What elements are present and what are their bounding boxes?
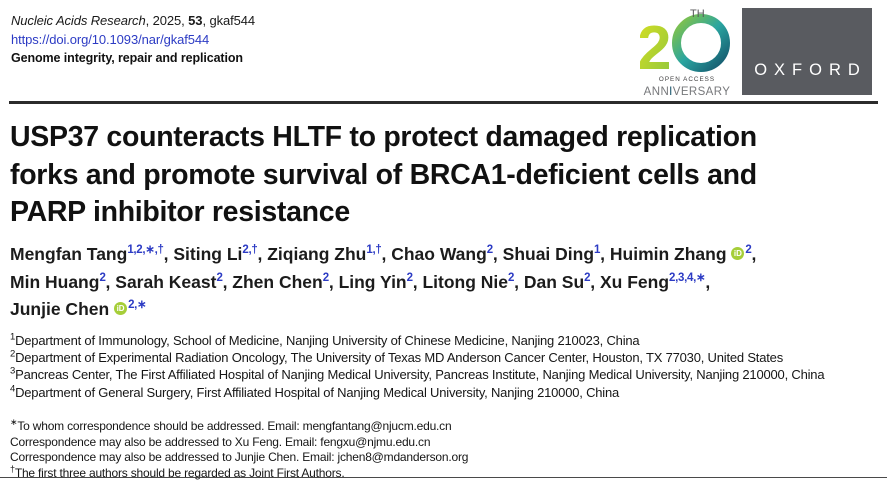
correspondence-line: Correspondence may also be addressed to … [10, 450, 469, 465]
author-affiliation-superscript: 2 [584, 271, 591, 284]
author-affiliation-superscript: 1 [594, 244, 601, 257]
author: Sarah Keast2, [115, 271, 233, 292]
title-line: USP37 counteracts HLTF to protect damage… [10, 121, 757, 153]
correspondence-line: †The first three authors should be regar… [10, 463, 345, 480]
header-rule [9, 101, 878, 104]
author: Chao Wang2, [391, 244, 503, 264]
author: Ziqiang Zhu1,†, [267, 244, 392, 264]
author-affiliation-superscript: 2,3,4,∗ [669, 271, 706, 284]
author-affiliation-superscript: 2 [486, 244, 493, 257]
citation-part: , gkaf544 [202, 13, 256, 28]
affiliation-marker: 4 [10, 383, 16, 395]
author: Zhen Chen2, [232, 271, 339, 292]
author: Huimin Zhang iD 2, [609, 244, 757, 264]
affiliation-line: 2Department of Experimental Radiation On… [10, 348, 783, 366]
correspondence-line: Correspondence may also be addressed to … [10, 434, 431, 449]
citation-line: Nucleic Acids Research, 2025, 53, gkaf54… [11, 12, 255, 31]
author: Xu Feng2,3,4,∗, [600, 271, 711, 292]
author-name: Xu Feng [600, 271, 670, 292]
author-affiliation-superscript: 2 [99, 271, 106, 284]
author-affiliation-superscript: 2,∗ [128, 299, 147, 312]
title-line: forks and promote survival of BRCA1-defi… [10, 158, 757, 191]
logo-zero-ring [672, 14, 730, 72]
correspondence-notes: ∗To whom correspondence should be addres… [10, 417, 872, 480]
author-affiliation-superscript: 2 [406, 271, 413, 284]
subject-category: Genome integrity, repair and replication [11, 51, 243, 65]
oxford-logo-text: OXFORD [754, 61, 867, 79]
anniversary-label: ANNIVERSARY [644, 86, 731, 98]
author-name: Siting Li [173, 244, 243, 264]
affiliation-line: 4Department of General Surgery, First Af… [10, 383, 620, 400]
author: Siting Li2,†, [173, 244, 268, 264]
author: Ling Yin2, [338, 271, 423, 292]
affiliation-marker: 1 [10, 331, 16, 343]
orcid-icon[interactable]: iD [731, 247, 745, 260]
author-name: Litong Nie [422, 271, 509, 292]
logo-digit-2: 2 [640, 14, 671, 83]
masthead: Nucleic Acids Research, 2025, 53, gkaf54… [11, 12, 255, 68]
citation-part: Nucleic Acids Research [11, 13, 146, 28]
author-name: Ling Yin [338, 271, 407, 292]
author-affiliation-superscript: 2,† [242, 244, 258, 257]
correspondence-line: ∗To whom correspondence should be addres… [10, 417, 452, 434]
logo-th-label: TH [690, 8, 705, 20]
author-name: Mengfan Tang [10, 244, 128, 264]
affiliation-marker: 2 [10, 348, 16, 360]
author-name: Zhen Chen [232, 271, 323, 292]
affiliation-line: 3Pancreas Center, The First Affiliated H… [10, 366, 825, 383]
author-name: Sarah Keast [115, 271, 217, 292]
section-divider [0, 477, 887, 478]
affiliation-line: 1Department of Immunology, School of Med… [10, 331, 640, 348]
author-affiliation-superscript: 1,† [366, 244, 382, 257]
correspondence-marker: † [10, 463, 15, 474]
oxford-logo: OXFORD [742, 8, 872, 95]
author-affiliation-superscript: 2 [322, 271, 329, 284]
author: Junjie Chen iD 2,∗ [10, 299, 147, 319]
anniversary-20-logo: 2 TH OPEN ACCESS ANNIVERSARY [637, 5, 734, 99]
correspondence-marker: ∗ [10, 417, 18, 427]
citation-part: , 2025, [145, 13, 189, 28]
author-affiliation-superscript: 2 [216, 271, 223, 284]
author-list: Mengfan Tang1,2,∗,†, Siting Li2,†, Ziqia… [10, 241, 870, 324]
doi-link[interactable]: https://doi.org/10.1093/nar/gkaf544 [11, 31, 210, 47]
orcid-icon[interactable]: iD [114, 302, 128, 315]
title-line: PARP inhibitor resistance [10, 196, 350, 228]
author: Litong Nie2, [422, 271, 524, 292]
anniversary-20-logo-svg: 2 TH OPEN ACCESS ANNIVERSARY [637, 8, 731, 98]
author-name: Ziqiang Zhu [267, 244, 367, 264]
author-affiliation-superscript: 2 [745, 244, 752, 257]
author-name: Shuai Ding [502, 244, 595, 264]
author-name: Min Huang [10, 271, 100, 292]
author: Dan Su2, [523, 271, 600, 292]
author-name: Huimin Zhang [609, 244, 727, 264]
author-name: Junjie Chen [10, 299, 110, 319]
author-affiliation-superscript: 1,2,∗,† [127, 244, 164, 257]
author-name: Chao Wang [391, 244, 487, 264]
author: Min Huang2, [10, 271, 116, 292]
author-affiliation-superscript: 2 [508, 271, 515, 284]
author: Mengfan Tang1,2,∗,†, [10, 244, 174, 264]
citation-part: 53 [188, 13, 203, 28]
open-access-label: OPEN ACCESS [659, 76, 715, 83]
author-name: Dan Su [523, 271, 585, 292]
author: Shuai Ding1, [502, 244, 610, 264]
article-title: USP37 counteracts HLTF to protect damage… [10, 119, 757, 232]
affiliations: 1Department of Immunology, School of Med… [10, 332, 872, 401]
affiliation-marker: 3 [10, 366, 16, 378]
